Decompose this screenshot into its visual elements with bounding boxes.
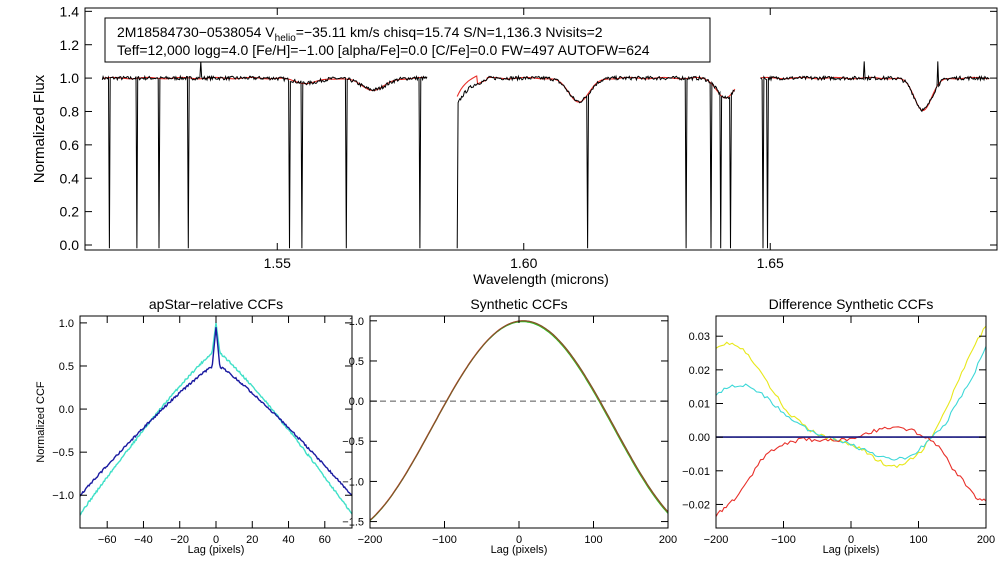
x-tick-label: −60 bbox=[98, 534, 117, 546]
x-tick-label: 0 bbox=[516, 534, 522, 546]
x-tick-label: 200 bbox=[977, 534, 995, 546]
y-tick-label: 0.5 bbox=[349, 356, 364, 368]
y-tick-label: 1.0 bbox=[59, 318, 74, 330]
x-tick-label: 0 bbox=[213, 534, 219, 546]
spectrum-x-axis-label: Wavelength (microns) bbox=[473, 271, 609, 287]
x-tick-label: 200 bbox=[659, 534, 677, 546]
x-tick-label: −100 bbox=[771, 534, 796, 546]
synthetic-ccf-line-red bbox=[369, 320, 669, 521]
synthetic-ccf-title: Synthetic CCFs bbox=[470, 296, 567, 312]
observed-spectrum-line bbox=[456, 74, 736, 249]
y-tick-label: −0.02 bbox=[682, 499, 710, 511]
synthetic-ccf-x-axis-label: Lag (pixels) bbox=[491, 544, 548, 556]
y-tick-label: 0.6 bbox=[60, 137, 80, 153]
spectrum-ticks: 1.55 1.60 1.65 0.0 0.2 0.4 0.6 0.8 1.0 1.2 1.4 bbox=[60, 3, 997, 271]
x-tick-label: 100 bbox=[909, 534, 927, 546]
y-tick-label: 1.4 bbox=[60, 3, 80, 19]
y-tick-label: −1.5 bbox=[342, 517, 364, 529]
observed-spectrum-line bbox=[101, 61, 428, 249]
y-tick-label: 0.0 bbox=[59, 404, 74, 416]
x-tick-label: 20 bbox=[246, 534, 258, 546]
y-tick-label: −0.5 bbox=[52, 447, 74, 459]
y-tick-label: −1.0 bbox=[342, 476, 364, 488]
synthetic-ccf-line-green bbox=[369, 321, 669, 522]
difference-ccf-panel: Difference Synthetic CCFs −200 −100 0 100 20… bbox=[682, 296, 995, 556]
x-tick-label: 1.55 bbox=[264, 255, 291, 271]
model-spectrum-line bbox=[456, 75, 736, 103]
difference-ccf-title: Difference Synthetic CCFs bbox=[769, 296, 934, 312]
y-tick-label: 0.01 bbox=[689, 398, 710, 410]
y-tick-label: 1.2 bbox=[60, 37, 80, 53]
x-tick-label: −20 bbox=[170, 534, 189, 546]
info-velocity-subscript: helio bbox=[275, 33, 297, 44]
spectrum-lines bbox=[101, 61, 990, 249]
difference-ccf-x-axis-label: Lag (pixels) bbox=[823, 544, 880, 556]
difference-ccf-frame bbox=[715, 315, 987, 529]
x-tick-label: −200 bbox=[704, 534, 729, 546]
observed-spectrum-line bbox=[760, 61, 990, 249]
apstar-ccf-x-axis-label: Lag (pixels) bbox=[188, 544, 245, 556]
synthetic-ccf-frame bbox=[369, 315, 669, 529]
info-box-line-1: 2M18584730−0538054 Vhelio=−35.11 km/s ch… bbox=[117, 24, 603, 44]
difference-ccf-line-cyan bbox=[716, 346, 986, 461]
x-tick-label: −200 bbox=[358, 534, 383, 546]
y-tick-label: −1.0 bbox=[52, 490, 74, 502]
synthetic-ccf-panel: Synthetic CCFs −200 −100 0 100 200 −1.5 −1.0 −0… bbox=[342, 296, 677, 556]
info-box-line-2: Teff=12,000 logg=4.0 [Fe/H]=−1.00 [alpha… bbox=[117, 42, 650, 58]
ccf-line-visit-1 bbox=[80, 322, 352, 516]
apstar-ccf-frame bbox=[79, 315, 353, 529]
y-tick-label: 0.4 bbox=[60, 170, 80, 186]
y-tick-label: −0.01 bbox=[682, 466, 710, 478]
info-velocity-stats: =−35.11 km/s chisq=15.74 S/N=1,136.3 Nvi… bbox=[296, 24, 603, 40]
info-object-velocity: 2M18584730−0538054 V bbox=[117, 24, 275, 40]
apstar-ccf-ticks: −60 −40 −20 0 20 40 60 −1.0 −0.5 0.0 0.5 1.0 bbox=[52, 316, 352, 546]
y-tick-label: 0.00 bbox=[689, 432, 710, 444]
model-spectrum-line bbox=[760, 76, 990, 111]
x-tick-label: 100 bbox=[584, 534, 602, 546]
y-tick-label: 0.03 bbox=[689, 331, 710, 343]
ccf-line-visit-2 bbox=[80, 327, 352, 497]
spectrum-frame bbox=[84, 7, 998, 251]
y-tick-label: −0.5 bbox=[342, 436, 364, 448]
apstar-ccf-lines bbox=[80, 322, 352, 516]
y-tick-label: 1.0 bbox=[349, 316, 364, 328]
y-tick-label: 0.02 bbox=[689, 365, 710, 377]
spectrum-y-axis-label: Normalized Flux bbox=[31, 74, 48, 183]
y-tick-label: 1.0 bbox=[60, 70, 80, 86]
y-tick-label: 0.0 bbox=[349, 396, 364, 408]
x-tick-label: 40 bbox=[282, 534, 294, 546]
y-tick-label: 0.0 bbox=[60, 237, 80, 253]
difference-ccf-line-yellow bbox=[716, 325, 986, 469]
synthetic-ccf-lines bbox=[369, 320, 669, 522]
difference-ccf-line-red bbox=[716, 426, 986, 517]
y-tick-label: 0.5 bbox=[59, 361, 74, 373]
synthetic-ccf-ticks: −200 −100 0 100 200 −1.5 −1.0 −0.5 0.0 0.5 1.0 bbox=[342, 316, 677, 546]
x-tick-label: 1.60 bbox=[510, 255, 537, 271]
difference-ccf-ticks: −200 −100 0 100 200 −0.02 −0.01 0.00 0.01 0.02 0.0… bbox=[682, 316, 995, 546]
y-tick-label: 0.2 bbox=[60, 204, 80, 220]
spectrum-panel: 1.55 1.60 1.65 0.0 0.2 0.4 0.6 0.8 1.0 1.2 1.4 Wav… bbox=[31, 3, 998, 287]
spectrum-info-box: 2M18584730−0538054 Vhelio=−35.11 km/s ch… bbox=[104, 17, 711, 63]
synthetic-ccf-line-brown bbox=[369, 320, 669, 521]
info-box-frame bbox=[104, 17, 711, 63]
y-tick-label: 0.8 bbox=[60, 104, 80, 120]
x-tick-label: 0 bbox=[848, 534, 854, 546]
x-tick-label: 60 bbox=[319, 534, 331, 546]
apstar-ccf-title: apStar−relative CCFs bbox=[149, 296, 283, 312]
apstar-ccf-panel: apStar−relative CCFs −60 −40 −20 0 20 40 60 −1.… bbox=[35, 296, 353, 556]
x-tick-label: 1.65 bbox=[757, 255, 784, 271]
apstar-ccf-y-axis-label: Normalized CCF bbox=[35, 381, 47, 463]
x-tick-label: −100 bbox=[432, 534, 457, 546]
difference-ccf-lines bbox=[716, 325, 986, 517]
x-tick-label: −40 bbox=[134, 534, 153, 546]
